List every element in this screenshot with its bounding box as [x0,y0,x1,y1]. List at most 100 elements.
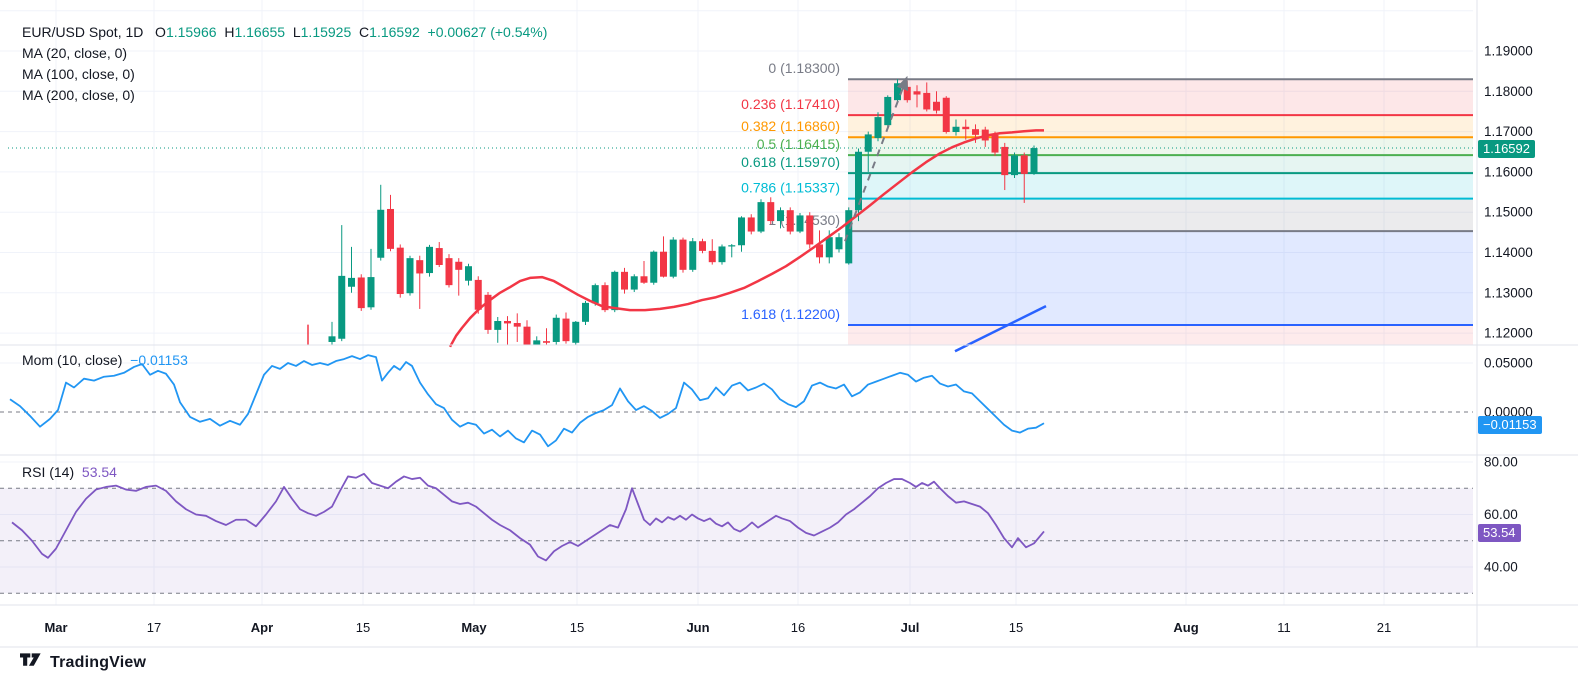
fib-band [848,198,1473,232]
candle-body [504,321,511,324]
ohlc-close-label: C [359,24,370,40]
time-axis-label: 15 [356,620,370,635]
tradingview-logo-icon [20,653,41,666]
candle-body [728,245,736,247]
candle-body [738,217,745,246]
candle-body [328,336,336,342]
rsi-axis-label: 80.00 [1484,455,1518,470]
chart-annotations[interactable] [844,75,1047,353]
candle-body [416,260,424,274]
price-axis-label: 1.17000 [1484,124,1533,139]
candle-body [699,241,706,251]
candle-body [562,318,570,342]
rsi-line-path [11,472,1045,562]
momentum-legend[interactable]: Mom (10, close) −0.01153 [22,352,188,368]
momentum-line-path [9,354,1045,448]
candle-body [377,209,385,258]
candle-body [816,244,823,258]
candle-body [972,129,979,135]
gridlines [0,0,1473,605]
price-axis-label: 1.16000 [1484,164,1533,179]
ohlc-high-label: H [224,24,235,40]
ohlc-close-value: 1.16592 [369,24,420,40]
symbol-title[interactable]: EUR/USD Spot, 1D [22,24,144,40]
ohlc-low-label: L [292,24,301,40]
candle-body [572,321,580,343]
fib-band [848,115,1473,138]
momentum-legend-value: −0.01153 [130,352,188,368]
candle-body [660,251,667,277]
fib-level-label: 0.236 (1.17410) [741,96,840,112]
rsi-legend[interactable]: RSI (14) 53.54 [22,464,117,480]
candle-body [367,277,375,308]
candle-body [494,321,502,330]
rsi-pane[interactable] [0,472,1473,594]
candle-body [387,208,394,249]
ma200-legend[interactable]: MA (200, close, 0) [22,87,135,103]
candle-body [903,86,911,101]
tradingview-logo-text: TradingView [50,654,147,671]
fibonacci-retracement-zone[interactable] [848,78,1473,345]
candle-body [543,341,550,343]
candle-body [552,317,560,342]
ohlc-change-value: +0.00627 (+0.54%) [427,24,548,40]
candle-body [591,285,599,304]
candle-body [1020,155,1028,174]
time-axis-label: Jul [901,620,920,635]
price-axis-label: 1.18000 [1484,84,1533,99]
rsi-legend-title[interactable]: RSI (14) [22,464,75,480]
candle-body [523,326,531,345]
last-price-badge: 1.16592 [1478,140,1535,158]
candle-body [533,340,541,345]
candle-body [611,271,619,311]
candle-body [484,294,492,330]
candle-body [406,258,414,294]
main-chart-legend[interactable]: EUR/USD Spot, 1D O1.15966 H1.16655 L1.15… [22,22,547,106]
candle-body [825,237,833,258]
candle-body [426,246,433,274]
candle-body [923,92,931,110]
time-axis-label: May [461,620,487,635]
time-axis-label: 15 [570,620,584,635]
fib-level-label: 1.618 (1.12200) [741,306,840,322]
candle-body [1011,155,1018,176]
candle-body [689,241,697,270]
candle-body [1001,146,1009,176]
price-axis-label: 1.13000 [1484,285,1533,300]
time-axis-label: 15 [1009,620,1023,635]
ma20-legend[interactable]: MA (20, close, 0) [22,45,128,61]
momentum-legend-title[interactable]: Mom (10, close) [22,352,123,368]
time-axis-label: 21 [1377,620,1391,635]
rsi-axis-label: 60.00 [1484,507,1518,522]
time-axis-label: 16 [791,620,805,635]
tradingview-logo[interactable]: TradingView [20,653,146,673]
fibonacci-level-labels: 0 (1.18300) 0.236 (1.17410) 0.382 (1.16860… [741,60,840,322]
momentum-pane[interactable] [0,354,1473,448]
moving-average-line[interactable] [448,129,1044,348]
candlestick-series[interactable] [307,79,1038,345]
fib-band [848,231,1473,326]
time-axis-label: 11 [1277,620,1291,635]
blue-trendline[interactable] [954,304,1047,353]
candle-body [669,239,677,277]
candle-body [445,258,453,286]
momentum-axis-label: 0.00000 [1484,405,1533,420]
fib-level-label: 1 (1.14530) [768,212,840,228]
fib-band [848,155,1473,174]
candle-body [855,151,862,211]
candle-body [601,285,609,311]
fib-band [848,325,1473,345]
price-axis-label: 1.19000 [1484,44,1533,59]
candle-body [796,215,804,232]
price-axis-label: 1.12000 [1484,326,1533,341]
fib-level-label: 0.382 (1.16860) [741,118,840,134]
momentum-axis-label: 0.05000 [1484,356,1533,371]
candle-body [338,275,346,339]
candle-body [913,91,921,95]
candle-body [718,246,726,263]
ma100-legend[interactable]: MA (100, close, 0) [22,66,135,82]
rsi-legend-value: 53.54 [81,464,117,480]
dashed-trend-arrow[interactable] [844,75,909,242]
candle-body [835,237,843,250]
